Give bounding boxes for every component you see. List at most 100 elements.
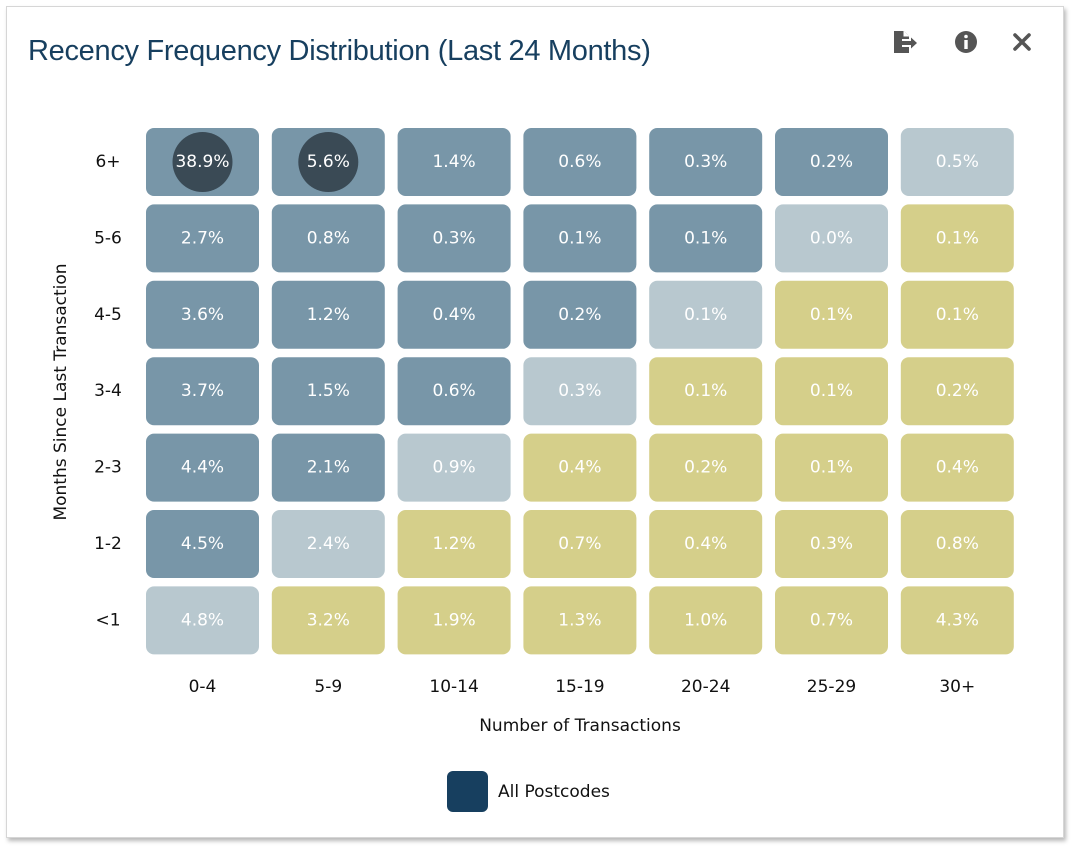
heatmap-cell[interactable] bbox=[649, 357, 763, 426]
heatmap-cell[interactable] bbox=[271, 586, 385, 655]
heatmap-cell[interactable] bbox=[523, 510, 637, 578]
heatmap-cell[interactable] bbox=[146, 510, 259, 578]
heatmap-cell[interactable] bbox=[900, 510, 1014, 578]
cell-value-label: 0.8% bbox=[307, 228, 350, 248]
cell-value-label: 0.1% bbox=[684, 228, 727, 248]
legend-label: All Postcodes bbox=[498, 781, 610, 802]
heatmap-cell[interactable] bbox=[146, 204, 259, 273]
heatmap-cell[interactable] bbox=[397, 433, 511, 502]
heatmap-cell[interactable] bbox=[775, 586, 888, 655]
cell-value-label: 0.4% bbox=[558, 458, 601, 478]
cell-value-label: 0.8% bbox=[936, 534, 979, 554]
y-tick-label: 4-5 bbox=[94, 305, 122, 325]
bubble-marker[interactable] bbox=[172, 132, 233, 192]
cell-value-label: 1.2% bbox=[307, 305, 350, 325]
heatmap-cell[interactable] bbox=[523, 433, 637, 502]
heatmap-cell[interactable] bbox=[900, 433, 1014, 502]
cell-value-label: 4.8% bbox=[181, 610, 224, 630]
heatmap-cell[interactable] bbox=[649, 280, 763, 349]
cell-value-label: 0.4% bbox=[684, 534, 727, 554]
close-button[interactable] bbox=[1007, 27, 1037, 57]
bubble-marker[interactable] bbox=[298, 132, 359, 192]
heatmap-cell[interactable] bbox=[397, 586, 511, 655]
x-tick-label: 25-29 bbox=[807, 677, 856, 697]
heatmap-cell[interactable] bbox=[775, 128, 888, 196]
cell-value-label: 0.7% bbox=[558, 534, 601, 554]
heatmap-cell[interactable] bbox=[146, 586, 259, 655]
export-button[interactable] bbox=[889, 27, 919, 57]
cell-value-label: 0.2% bbox=[810, 152, 853, 172]
legend-item-all-postcodes[interactable]: All Postcodes bbox=[447, 771, 610, 812]
cell-value-label: 0.1% bbox=[810, 305, 853, 325]
heatmap-cell[interactable] bbox=[900, 357, 1014, 426]
heatmap-cell[interactable] bbox=[523, 357, 637, 426]
heatmap-cell[interactable] bbox=[397, 357, 511, 426]
cell-value-label: 1.3% bbox=[558, 610, 601, 630]
heatmap-cell[interactable] bbox=[900, 128, 1014, 196]
cell-value-label: 0.1% bbox=[684, 305, 727, 325]
y-tick-label: 1-2 bbox=[94, 534, 122, 554]
cell-value-label: 0.2% bbox=[684, 458, 727, 478]
heatmap-cell[interactable] bbox=[523, 586, 637, 655]
cell-value-label: 0.9% bbox=[432, 458, 475, 478]
heatmap-cell[interactable] bbox=[775, 280, 888, 349]
y-tick-label: 2-3 bbox=[94, 458, 122, 478]
x-tick-label: 15-19 bbox=[555, 677, 604, 697]
heatmap-cell[interactable] bbox=[271, 433, 385, 502]
heatmap-cell[interactable] bbox=[146, 357, 259, 426]
heatmap-cell[interactable] bbox=[900, 586, 1014, 655]
heatmap-cell[interactable] bbox=[397, 280, 511, 349]
heatmap-cell[interactable] bbox=[649, 510, 763, 578]
heatmap-cell[interactable] bbox=[775, 357, 888, 426]
heatmap-cell[interactable] bbox=[900, 204, 1014, 273]
cell-value-label: 0.5% bbox=[936, 152, 979, 172]
heatmap-cell[interactable] bbox=[649, 128, 763, 196]
export-icon bbox=[894, 31, 917, 53]
heatmap-cell[interactable] bbox=[271, 280, 385, 349]
heatmap-cell[interactable] bbox=[649, 586, 763, 655]
cell-value-label: 3.2% bbox=[307, 610, 350, 630]
info-button[interactable] bbox=[951, 27, 981, 57]
heatmap-cell[interactable] bbox=[523, 280, 637, 349]
y-tick-label: <1 bbox=[95, 610, 120, 630]
heatmap-cell[interactable] bbox=[146, 280, 259, 349]
heatmap-cell[interactable] bbox=[397, 128, 511, 196]
heatmap-cell[interactable] bbox=[775, 204, 888, 273]
heatmap-cell[interactable] bbox=[397, 204, 511, 273]
cell-value-label: 3.7% bbox=[181, 381, 224, 401]
heatmap-cell[interactable] bbox=[271, 510, 385, 578]
info-icon bbox=[955, 31, 977, 53]
cell-value-label: 0.4% bbox=[936, 458, 979, 478]
cell-value-label: 0.3% bbox=[684, 152, 727, 172]
heatmap-cell[interactable] bbox=[649, 204, 763, 273]
heatmap-cell[interactable] bbox=[900, 280, 1014, 349]
cell-value-label: 2.7% bbox=[181, 228, 224, 248]
cell-value-label: 5.6% bbox=[307, 152, 350, 172]
heatmap-cell[interactable] bbox=[523, 128, 637, 196]
heatmap-cell[interactable] bbox=[775, 510, 888, 578]
heatmap-cell[interactable] bbox=[649, 433, 763, 502]
cell-value-label: 0.6% bbox=[558, 152, 601, 172]
cell-value-label: 0.1% bbox=[810, 458, 853, 478]
cell-value-label: 0.1% bbox=[936, 228, 979, 248]
x-tick-label: 30+ bbox=[939, 677, 975, 697]
heatmap-cell[interactable] bbox=[271, 357, 385, 426]
y-tick-label: 6+ bbox=[95, 152, 120, 172]
legend-swatch bbox=[447, 771, 488, 812]
heatmap-cell[interactable] bbox=[775, 433, 888, 502]
y-axis-title: Months Since Last Transaction bbox=[51, 263, 71, 520]
cell-value-label: 0.4% bbox=[432, 305, 475, 325]
heatmap-cell[interactable] bbox=[397, 510, 511, 578]
y-tick-label: 3-4 bbox=[94, 381, 122, 401]
cell-value-label: 0.1% bbox=[810, 381, 853, 401]
cell-value-label: 0.7% bbox=[810, 610, 853, 630]
cell-value-label: 0.1% bbox=[684, 381, 727, 401]
cell-value-label: 0.3% bbox=[558, 381, 601, 401]
heatmap-cell[interactable] bbox=[271, 204, 385, 273]
cell-value-label: 1.4% bbox=[432, 152, 475, 172]
heatmap-cell[interactable] bbox=[146, 433, 259, 502]
heatmap-cell[interactable] bbox=[523, 204, 637, 273]
x-tick-label: 0-4 bbox=[189, 677, 217, 697]
cell-value-label: 4.4% bbox=[181, 458, 224, 478]
